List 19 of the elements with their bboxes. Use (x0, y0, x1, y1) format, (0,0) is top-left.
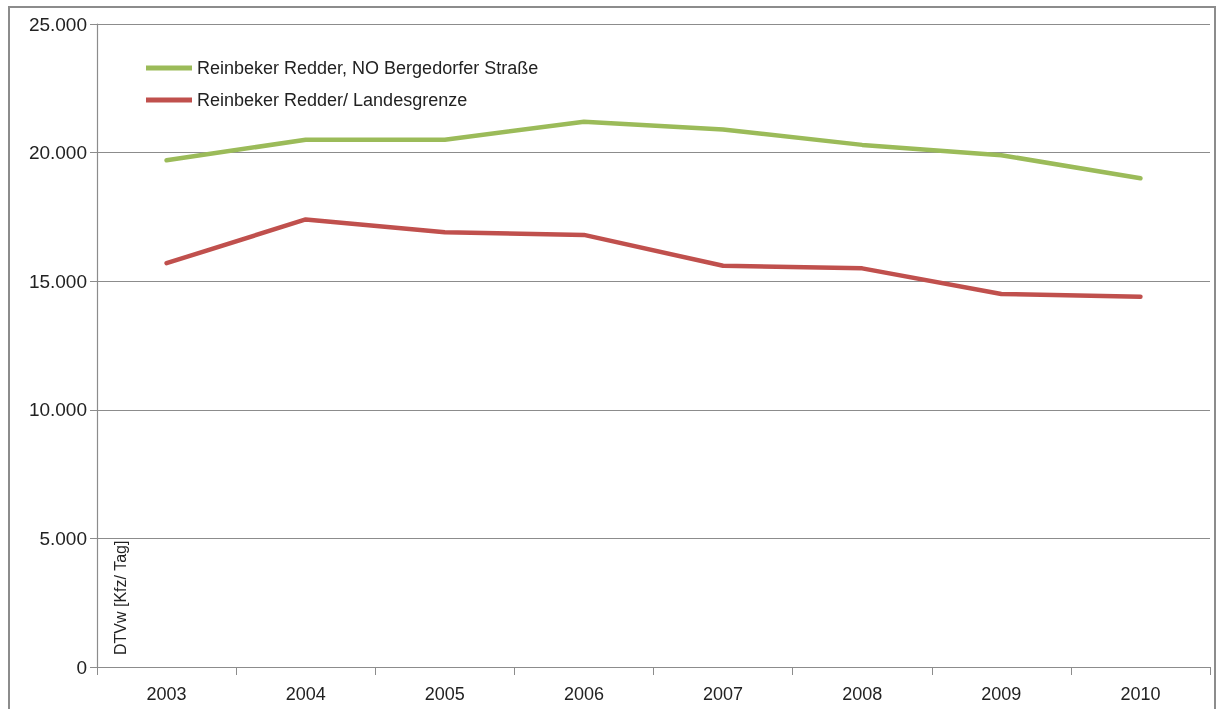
y-tick-label: 15.000 (28, 270, 87, 292)
y-tick-label: 20.000 (28, 142, 87, 164)
legend-label: Reinbeker Redder, NO Bergedorfer Straße (197, 58, 539, 78)
legend-label: Reinbeker Redder/ Landesgrenze (197, 90, 468, 110)
x-tick-label: 2005 (424, 684, 465, 704)
x-tick-label: 2006 (563, 684, 604, 704)
line-series (164, 119, 1143, 181)
x-tick-label: 2004 (285, 684, 326, 704)
line-series (164, 217, 1143, 299)
x-tick-label: 2008 (842, 684, 883, 704)
x-tick-label: 2009 (981, 684, 1022, 704)
y-tick-label: 10.000 (28, 399, 87, 421)
x-tick-label: 2007 (703, 684, 744, 704)
x-tick-label: 2003 (146, 684, 187, 704)
x-tick-label: 2010 (1120, 684, 1161, 704)
y-tick-label: 25.000 (28, 13, 87, 35)
y-axis-title: DTVw [Kfz/ Tag] (111, 540, 129, 655)
y-tick-label: 5.000 (39, 527, 87, 549)
y-tick-label: 0 (76, 656, 87, 678)
